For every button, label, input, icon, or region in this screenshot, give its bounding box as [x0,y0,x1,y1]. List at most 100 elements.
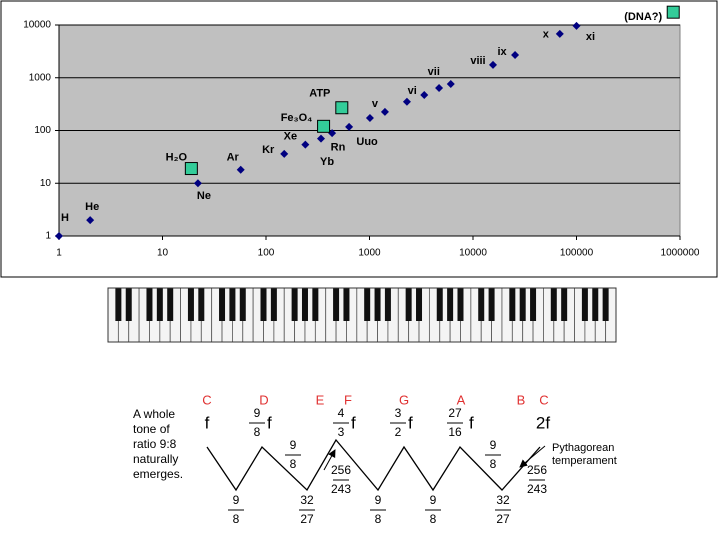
x-tick-label: 1000000 [661,248,700,259]
tone-numerator: 27 [448,406,462,420]
point-label: Ar [227,152,240,164]
note-name: G [399,392,409,407]
step-numerator: 32 [496,493,510,507]
black-key [125,288,132,321]
step-denominator: 8 [375,512,382,526]
step-numerator: 9 [233,493,240,507]
leimma-denominator: 243 [527,482,547,496]
arrow [519,445,546,468]
point-label: Yb [320,156,334,168]
point-label: xi [586,31,595,43]
note-name: D [259,392,268,407]
side-note: naturally [133,452,178,466]
marker [301,140,310,149]
black-key [167,288,174,321]
marker [511,50,520,59]
x-tick-label: 10 [157,248,169,259]
point-label: H [61,212,69,224]
marker [184,162,198,176]
marker [86,216,95,225]
x-tick-label: 100000 [560,248,594,259]
tone-symbol: f [408,413,413,432]
point-label: Fe₃O₄ [281,112,313,124]
tone-denominator: 8 [254,425,261,439]
x-tick-label: 1 [56,248,62,259]
marker [555,29,564,38]
black-key [519,288,526,321]
marker [435,83,444,92]
tone-symbol: f [469,413,474,432]
marker [328,129,337,138]
point-label: Xe [284,131,297,143]
point-label: Uuo [356,136,378,148]
black-key [374,288,381,321]
black-key [301,288,308,321]
black-key [229,288,236,321]
marker [193,179,202,188]
point-label: vi [408,85,417,97]
black-key [198,288,205,321]
point-label: He [85,201,99,213]
black-key [364,288,371,321]
note-name: B [517,392,526,407]
point-label: vii [428,66,440,78]
black-key [478,288,485,321]
point-label: Kr [262,144,275,156]
step-numerator: 9 [290,438,297,452]
side-note: tone of [133,422,170,436]
note-name: E [316,392,325,407]
black-key [602,288,609,321]
step-numerator: 9 [490,438,497,452]
black-key [343,288,350,321]
point-label: (DNA?) [624,11,662,23]
black-key [561,288,568,321]
x-tick-label: 10000 [459,248,487,259]
marker [345,122,354,131]
point-label: Ne [197,190,211,202]
black-key [239,288,246,321]
y-tick-label: 1000 [29,72,52,83]
marker [280,149,289,158]
tone-symbol: f [267,413,272,432]
step-numerator: 9 [375,493,382,507]
marker [572,21,581,30]
zigzag [206,438,541,492]
tone-numerator: 3 [395,406,402,420]
black-key [146,288,153,321]
tone: f [205,413,210,432]
x-tick-label: 1000 [358,248,381,259]
note-name: A [457,392,466,407]
marker [446,80,455,89]
marker [55,232,63,240]
step-denominator: 8 [430,512,437,526]
tone-numerator: 9 [254,406,261,420]
step-denominator: 8 [290,457,297,471]
black-key [156,288,163,321]
black-key [509,288,516,321]
black-key [115,288,122,321]
black-key [436,288,443,321]
side-note: emerges. [133,467,183,481]
black-key [488,288,495,321]
point-label: ix [497,46,507,58]
leimma-numerator: 256 [331,463,351,477]
marker [666,5,680,19]
step-denominator: 27 [496,512,510,526]
black-key [457,288,464,321]
y-tick-label: 10000 [23,20,51,31]
note-name: C [539,392,548,407]
point-label: v [372,98,379,110]
black-key [416,288,423,321]
black-key [291,288,298,321]
black-key [405,288,412,321]
black-key [384,288,391,321]
keyboard-frame [107,287,617,343]
marker [335,101,349,115]
piano-keyboard [107,287,617,343]
step-denominator: 27 [300,512,314,526]
tone-symbol: f [351,413,356,432]
tone: 2f [536,413,550,432]
tone-denominator: 2 [395,425,402,439]
y-tick-label: 100 [34,125,51,136]
